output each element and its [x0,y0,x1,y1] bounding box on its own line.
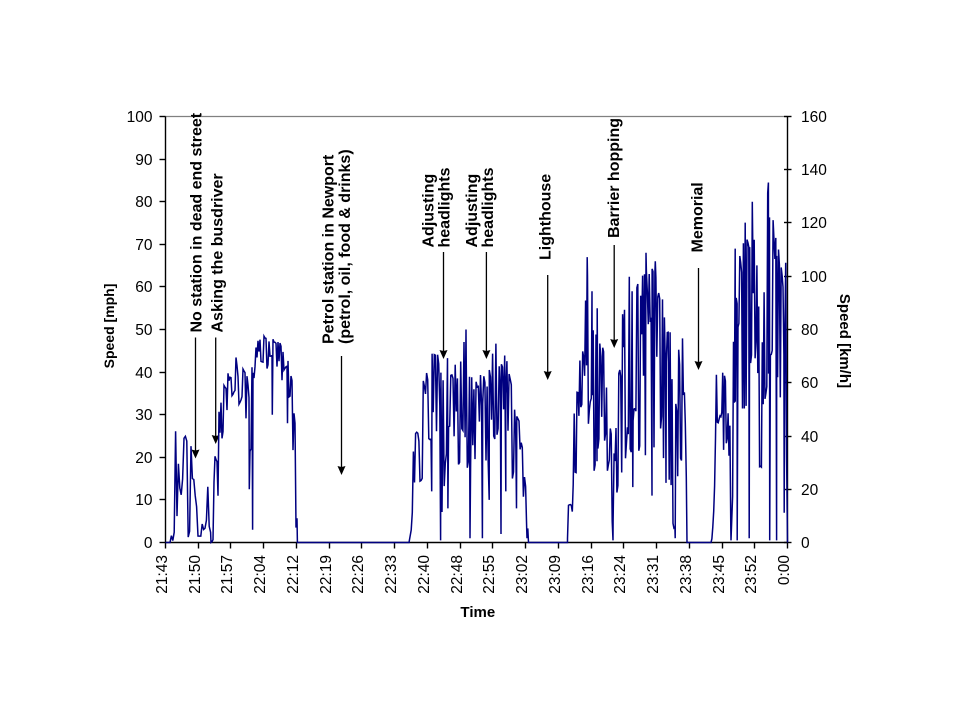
svg-text:(petrol, oil, food & drinks): (petrol, oil, food & drinks) [337,149,354,344]
svg-text:80: 80 [801,322,819,339]
svg-text:Adjusting: Adjusting [420,174,437,248]
svg-text:Petrol station in Newport: Petrol station in Newport [321,154,338,344]
svg-text:Lighthouse: Lighthouse [537,174,554,260]
svg-text:21:57: 21:57 [219,555,236,594]
svg-text:0: 0 [144,535,153,552]
svg-text:100: 100 [801,269,827,286]
svg-text:21:43: 21:43 [154,555,171,594]
svg-text:23:38: 23:38 [678,555,695,594]
svg-text:23:31: 23:31 [645,555,662,594]
svg-text:60: 60 [801,375,819,392]
svg-text:21:50: 21:50 [187,555,204,594]
svg-text:Time: Time [460,604,495,621]
svg-text:23:52: 23:52 [743,555,760,594]
svg-text:20: 20 [135,450,153,467]
svg-text:No station in dead end street: No station in dead end street [189,112,206,332]
svg-text:23:24: 23:24 [612,555,629,594]
svg-text:50: 50 [135,322,153,339]
svg-text:22:26: 22:26 [350,555,367,594]
svg-text:22:04: 22:04 [252,555,269,594]
svg-text:23:16: 23:16 [580,555,597,594]
svg-text:headlights: headlights [437,167,454,247]
svg-text:23:45: 23:45 [711,555,728,594]
svg-text:Barrier hopping: Barrier hopping [606,118,623,238]
svg-text:23:09: 23:09 [547,555,564,594]
svg-text:23:02: 23:02 [514,555,531,594]
svg-text:80: 80 [135,194,153,211]
svg-text:Asking the busdriver: Asking the busdriver [210,173,227,332]
svg-text:0:00: 0:00 [776,555,793,586]
svg-text:headlights: headlights [480,167,497,247]
svg-text:90: 90 [135,152,153,169]
svg-text:22:55: 22:55 [481,555,498,594]
svg-text:30: 30 [135,407,153,424]
svg-text:Speed [mph]: Speed [mph] [101,284,117,369]
svg-text:40: 40 [801,429,819,446]
svg-text:60: 60 [135,279,153,296]
svg-text:22:12: 22:12 [285,555,302,594]
svg-text:22:19: 22:19 [318,555,335,594]
svg-text:20: 20 [801,482,819,499]
svg-text:22:40: 22:40 [416,555,433,594]
svg-text:Memorial: Memorial [690,182,707,252]
svg-text:22:48: 22:48 [449,555,466,594]
svg-text:120: 120 [801,215,827,232]
svg-text:0: 0 [801,535,810,552]
svg-text:22:33: 22:33 [383,555,400,594]
svg-text:Speed [km/h]: Speed [km/h] [836,294,853,388]
svg-text:Adjusting: Adjusting [464,174,481,248]
svg-text:140: 140 [801,162,827,179]
svg-text:160: 160 [801,109,827,126]
svg-text:10: 10 [135,492,153,509]
svg-text:40: 40 [135,365,153,382]
svg-text:70: 70 [135,237,153,254]
svg-text:100: 100 [127,109,153,126]
